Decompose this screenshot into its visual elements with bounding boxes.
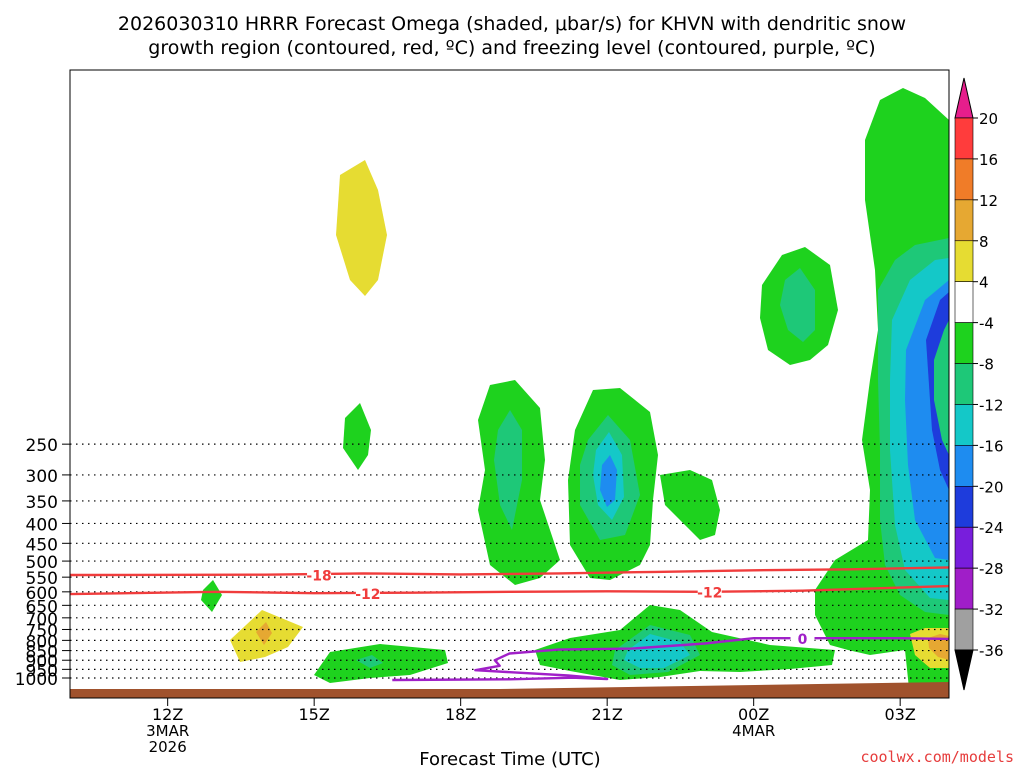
- omega-region: [356, 655, 383, 668]
- y-tick-label-850: 850: [26, 643, 58, 663]
- x-tick-label-00Z: 00Z: [738, 705, 769, 724]
- colorbar-bin: [954, 117, 974, 160]
- colorbar-label: 20: [979, 110, 998, 128]
- colorbar-label: -12: [979, 396, 1004, 414]
- y-tick-label-350: 350: [26, 493, 58, 513]
- colorbar-label: 8: [979, 233, 989, 251]
- colorbar-bin: [954, 608, 974, 651]
- omega-region: [624, 634, 690, 668]
- y-tick-label-750: 750: [26, 621, 58, 641]
- plot-frame: [69, 69, 950, 699]
- y-tick-label-250: 250: [26, 436, 58, 456]
- colorbar-bottom-arrow: [954, 649, 974, 691]
- colorbar-bin: [954, 322, 974, 364]
- pressure-gridlines: [70, 443, 949, 679]
- x-tick-sublabel: 2026: [149, 738, 187, 756]
- y-tick-label-400: 400: [26, 515, 58, 535]
- colorbar-label: -36: [979, 642, 1004, 660]
- colorbar-label: -16: [979, 437, 1004, 455]
- x-tick-sublabel: 3MAR: [146, 722, 189, 740]
- contour-label-minus12-b-bg: [697, 583, 722, 600]
- omega-shading: [201, 88, 949, 698]
- colorbar-bin: [954, 486, 974, 528]
- omega-region: [256, 622, 272, 645]
- contour-minus12: [69, 584, 950, 596]
- omega-region: [201, 580, 222, 612]
- y-tick-label-600: 600: [26, 584, 58, 604]
- contour-label-freezing-bg: [790, 630, 815, 647]
- contour-label-minus18: -18: [306, 568, 331, 584]
- colorbar-bin: [954, 526, 974, 569]
- contour-freezing-level: [392, 637, 950, 682]
- colorbar-bin: [954, 199, 974, 242]
- y-tick-label-1000: 1000: [15, 670, 58, 690]
- x-tick-label-12Z: 12Z: [152, 705, 183, 724]
- y-tick-label-500: 500: [26, 553, 58, 573]
- pressure-axis: 250 300 3504004505005506006507007508008509…: [15, 436, 70, 690]
- colorbar-bin: [954, 404, 974, 446]
- colorbar-label: -8: [979, 356, 994, 374]
- x-tick-label-15Z: 15Z: [299, 705, 330, 724]
- colorbar-bin: [954, 567, 974, 610]
- y-tick-label-650: 650: [26, 597, 58, 617]
- omega-region: [934, 320, 949, 455]
- y-tick-label-300: 300: [26, 467, 58, 487]
- ground-strip: [70, 682, 949, 698]
- colorbar-label: 4: [979, 274, 989, 292]
- colorbar-top-arrow: [954, 77, 974, 119]
- colorbar-label: 16: [979, 151, 998, 169]
- x-tick-label-03Z: 03Z: [885, 705, 916, 724]
- omega-region: [660, 470, 720, 540]
- contour-label-minus12: -12: [355, 587, 380, 603]
- x-tick-label-18Z: 18Z: [445, 705, 476, 724]
- chart-title-line1: 2026030310 HRRR Forecast Omega (shaded, …: [118, 13, 906, 35]
- colorbar-label: -28: [979, 560, 1004, 578]
- y-tick-label-700: 700: [26, 610, 58, 630]
- y-tick-label-900: 900: [26, 652, 58, 672]
- plot-area: -18 -12 -12 0: [69, 69, 950, 699]
- contour-minus18: [69, 566, 950, 577]
- x-axis-label: Forecast Time (UTC): [419, 749, 600, 768]
- y-tick-label-550: 550: [26, 569, 58, 589]
- colorbar-label: -32: [979, 601, 1004, 619]
- colorbar-bin: [954, 281, 974, 323]
- colorbar-label: -24: [979, 519, 1004, 537]
- contour-label-minus12-b: -12: [697, 586, 722, 602]
- omega-region: [600, 455, 617, 507]
- chart-title-line2: growth region (contoured, red, ºC) and f…: [148, 37, 875, 59]
- terrain: [70, 682, 949, 698]
- omega-region: [494, 410, 522, 530]
- contour-label-minus18-bg: [307, 566, 332, 583]
- colorbar-bin: [954, 240, 974, 282]
- x-tick-sublabel: 4MAR: [732, 722, 775, 740]
- x-tick-label-21Z: 21Z: [592, 705, 623, 724]
- colorbar-label: -20: [979, 478, 1004, 496]
- temperature-contours: -18 -12 -12 0: [69, 566, 950, 682]
- omega-region: [780, 268, 815, 342]
- omega-region: [343, 403, 371, 470]
- y-tick-label-450: 450: [26, 535, 58, 555]
- colorbar-label: 12: [979, 192, 998, 210]
- contour-label-minus12-bg: [355, 584, 380, 601]
- watermark: coolwx.com/models: [860, 748, 1014, 766]
- omega-region: [928, 634, 949, 660]
- y-tick-label-800: 800: [26, 632, 58, 652]
- omega-region: [336, 160, 387, 296]
- omega-colorbar: 20 16 12 8 4 -4 -8 -12 -16 -20 -24 -28 -32 -36: [954, 77, 1004, 691]
- colorbar-bin: [954, 158, 974, 201]
- colorbar-label: -4: [979, 315, 994, 333]
- y-tick-label-950: 950: [26, 661, 58, 681]
- colorbar-bin: [954, 363, 974, 405]
- contour-label-freezing: 0: [798, 632, 808, 648]
- colorbar-bin: [954, 445, 974, 487]
